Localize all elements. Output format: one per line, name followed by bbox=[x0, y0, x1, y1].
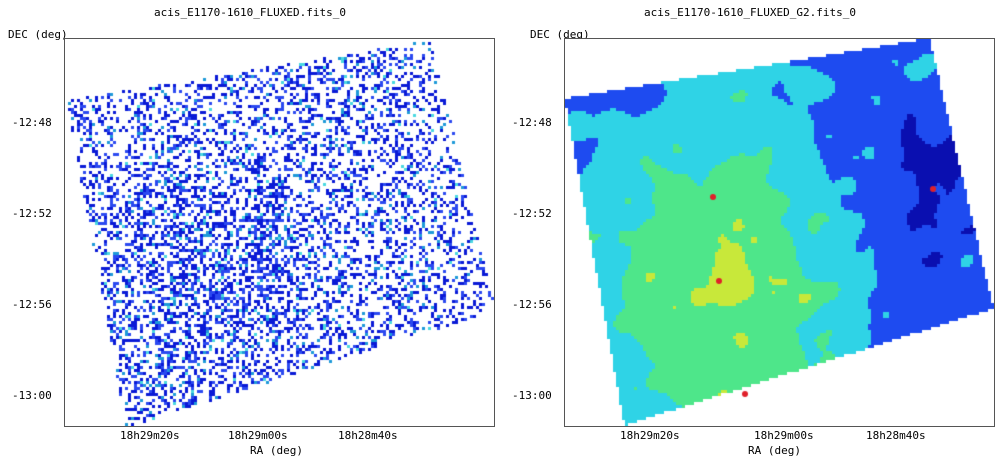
left-y-tick: -13:00 bbox=[12, 389, 52, 402]
right-chart-panel: acis_E1170-1610_FLUXED_G2.fits_0 DEC (de… bbox=[500, 0, 1000, 464]
left-chart-title: acis_E1170-1610_FLUXED.fits_0 bbox=[153, 6, 347, 19]
left-x-tick: 18h29m00s bbox=[228, 429, 288, 442]
right-y-tick: -12:52 bbox=[512, 207, 552, 220]
right-x-tick: 18h28m40s bbox=[866, 429, 926, 442]
right-chart-title: acis_E1170-1610_FLUXED_G2.fits_0 bbox=[644, 6, 856, 19]
left-x-tick: 18h29m20s bbox=[120, 429, 180, 442]
left-x-axis-label: RA (deg) bbox=[250, 444, 303, 457]
right-plot-area bbox=[564, 38, 995, 427]
left-chart-panel: acis_E1170-1610_FLUXED.fits_0 DEC (deg) … bbox=[8, 6, 495, 457]
left-y-tick: -12:56 bbox=[12, 298, 52, 311]
left-plot-area bbox=[64, 38, 495, 427]
left-y-tick: -12:48 bbox=[12, 116, 52, 129]
right-x-tick: 18h29m00s bbox=[754, 429, 814, 442]
left-y-tick: -12:52 bbox=[12, 207, 52, 220]
right-x-axis-label: RA (deg) bbox=[748, 444, 801, 457]
left-y-axis-label: DEC (deg) bbox=[8, 28, 68, 41]
right-y-tick: -13:00 bbox=[512, 389, 552, 402]
right-y-axis-label: DEC (deg) bbox=[530, 28, 590, 41]
right-y-tick: -12:56 bbox=[512, 298, 552, 311]
right-heatmap-image bbox=[565, 39, 994, 426]
left-x-tick: 18h28m40s bbox=[338, 429, 398, 442]
right-x-tick: 18h29m20s bbox=[620, 429, 680, 442]
left-heatmap-image bbox=[65, 39, 494, 426]
right-y-tick: -12:48 bbox=[512, 116, 552, 129]
